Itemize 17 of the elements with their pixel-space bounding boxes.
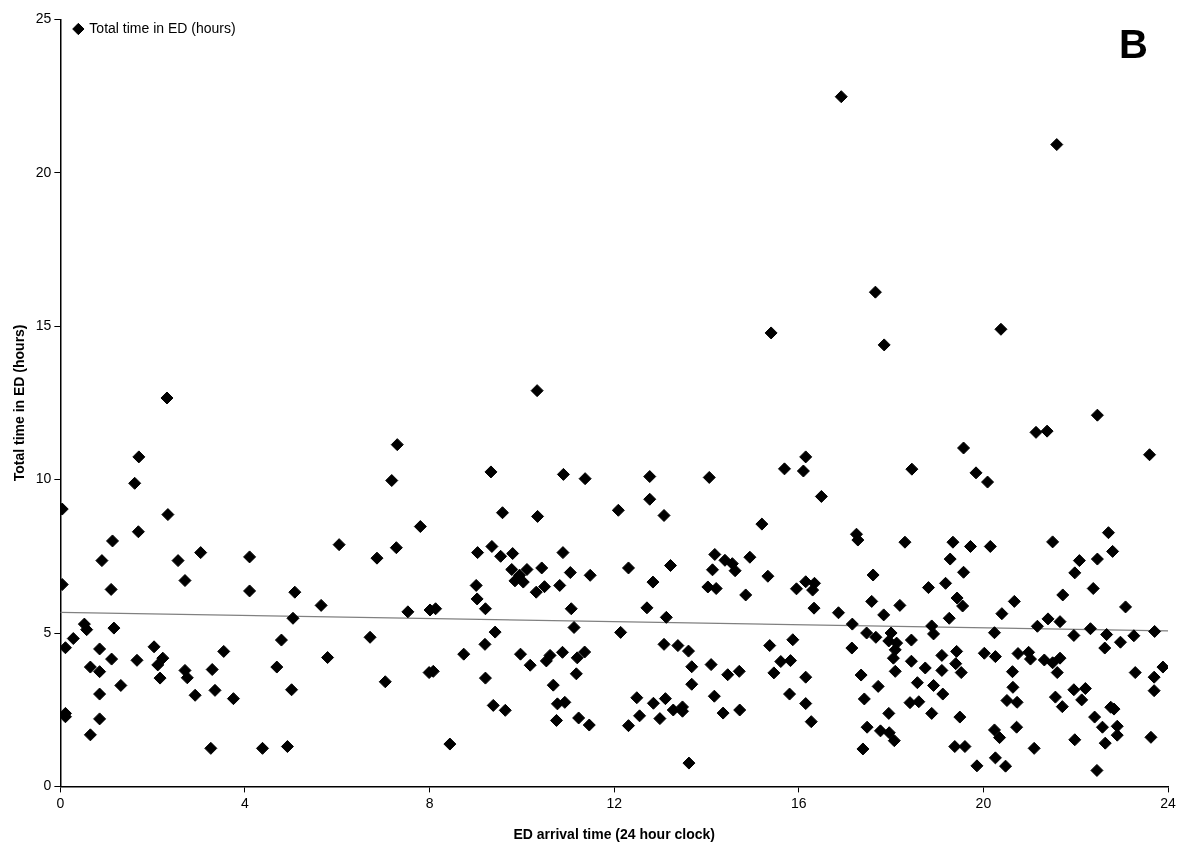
x-axis-title: ED arrival time (24 hour clock) — [513, 826, 715, 843]
y-tick-label: 15 — [35, 317, 52, 334]
x-tick-label: 8 — [425, 794, 434, 811]
y-tick-label: 25 — [35, 10, 52, 27]
x-tick-label: 24 — [1160, 794, 1176, 811]
x-tick-label: 12 — [606, 794, 623, 811]
y-tick-label: 5 — [43, 623, 52, 640]
y-axis-title: Total time in ED (hours) — [11, 324, 28, 482]
legend-label: Total time in ED (hours) — [89, 19, 236, 36]
y-tick-label: 0 — [43, 777, 52, 794]
x-tick-label: 0 — [56, 794, 65, 811]
y-tick-label: 20 — [35, 163, 52, 180]
x-tick-label: 4 — [241, 794, 250, 811]
annotation: B — [1119, 22, 1148, 67]
x-tick-label: 16 — [791, 794, 807, 811]
y-tick-label: 10 — [35, 470, 52, 487]
x-tick-label: 20 — [975, 794, 992, 811]
